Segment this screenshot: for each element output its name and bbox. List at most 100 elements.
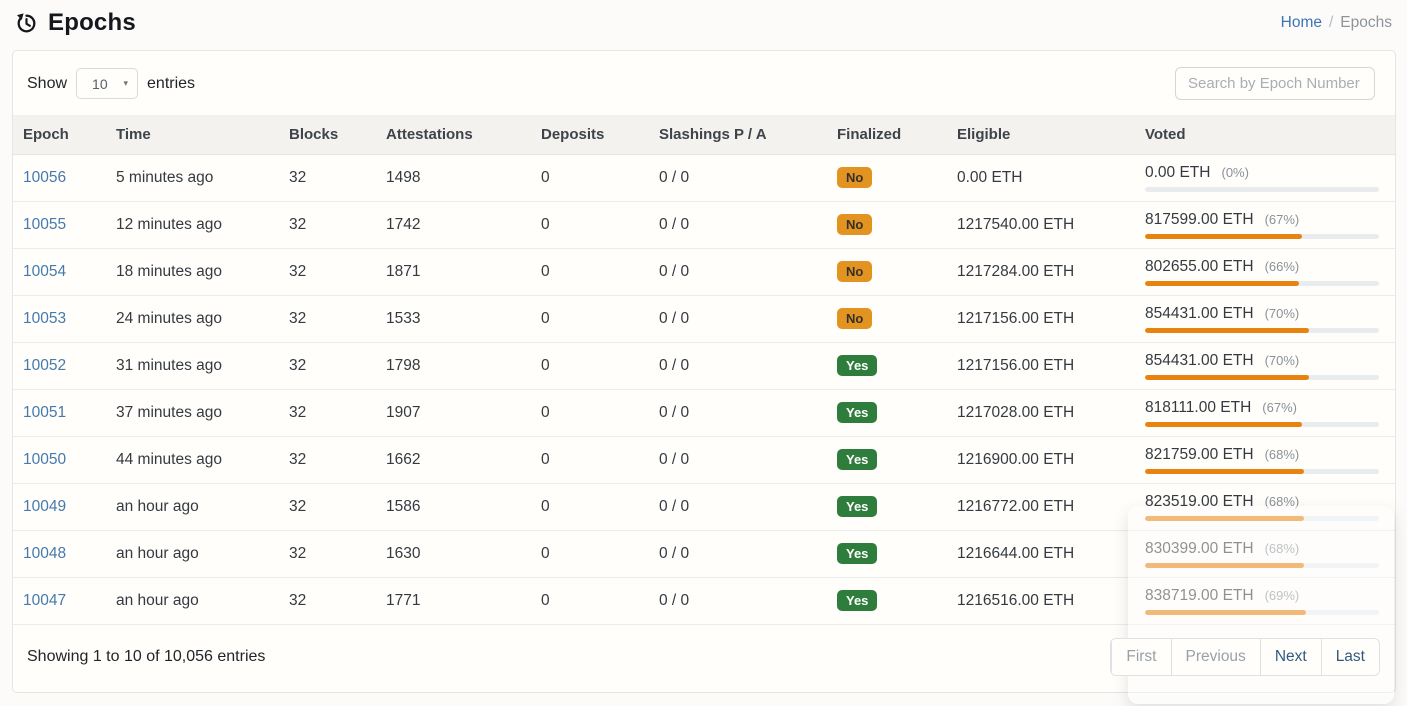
- attestations-cell: 1771: [376, 577, 531, 625]
- voted-percentage: (68%): [1264, 446, 1300, 462]
- slashings-cell: 0 / 0: [649, 389, 827, 437]
- voted-percentage: (68%): [1264, 493, 1300, 509]
- pagination-button[interactable]: Last: [1320, 638, 1379, 675]
- breadcrumb: Home / Epochs: [1281, 14, 1392, 32]
- epochs-card: Show 10 ▾ entries Epoch Time Blocks Atte…: [12, 50, 1396, 693]
- voted-progress-fill: [1145, 515, 1305, 521]
- voted-percentage: (68%): [1264, 540, 1300, 556]
- deposits-cell: 0: [531, 577, 649, 625]
- history-icon: [17, 12, 36, 32]
- blocks-cell: 32: [279, 154, 376, 202]
- voted-percentage: (70%): [1264, 352, 1300, 368]
- showing-entries-text: Showing 1 to 10 of 10,056 entries: [27, 647, 266, 665]
- blocks-cell: 32: [279, 436, 376, 484]
- pagination-button[interactable]: First: [1111, 638, 1171, 675]
- table-row: 10053 24 minutes ago 32 1533 0 0 / 0 No …: [13, 295, 1395, 343]
- column-header-deposits: Deposits: [531, 115, 649, 155]
- finalized-cell: Yes: [827, 577, 947, 625]
- voted-percentage: (67%): [1264, 211, 1300, 227]
- voted-progress-fill: [1145, 233, 1302, 239]
- voted-percentage: (70%): [1264, 305, 1300, 321]
- finalized-cell: Yes: [827, 483, 947, 531]
- table-controls: Show 10 ▾ entries: [13, 51, 1395, 115]
- show-label: Show: [27, 74, 68, 92]
- blocks-cell: 32: [279, 342, 376, 390]
- table-row: 10056 5 minutes ago 32 1498 0 0 / 0 No 0…: [13, 154, 1395, 202]
- voted-cell: 817599.00 ETH (67%): [1135, 201, 1395, 249]
- table-row: 10052 31 minutes ago 32 1798 0 0 / 0 Yes…: [13, 342, 1395, 390]
- eligible-cell: 1217028.00 ETH: [947, 389, 1135, 437]
- epoch-link[interactable]: 10049: [23, 497, 67, 515]
- voted-progress-track: [1145, 421, 1379, 427]
- finalized-badge: No: [837, 308, 873, 329]
- voted-progress-track: [1145, 374, 1379, 380]
- finalized-badge: Yes: [837, 449, 878, 470]
- column-header-finalized: Finalized: [827, 115, 947, 155]
- slashings-cell: 0 / 0: [649, 436, 827, 484]
- blocks-cell: 32: [279, 295, 376, 343]
- column-header-eligible: Eligible: [947, 115, 1135, 155]
- breadcrumb-separator: /: [1328, 14, 1334, 31]
- voted-progress-fill: [1145, 421, 1302, 427]
- attestations-cell: 1742: [376, 201, 531, 249]
- card-footer: Showing 1 to 10 of 10,056 entries First P…: [13, 625, 1395, 692]
- epoch-link[interactable]: 10053: [23, 309, 67, 327]
- voted-progress-track: [1145, 609, 1379, 615]
- voted-progress-fill: [1145, 468, 1305, 474]
- attestations-cell: 1871: [376, 248, 531, 296]
- epoch-link[interactable]: 10056: [23, 168, 67, 186]
- voted-amount: 823519.00 ETH: [1145, 492, 1254, 510]
- voted-progress-track: [1145, 562, 1379, 568]
- finalized-cell: No: [827, 154, 947, 202]
- voted-cell: 830399.00 ETH (68%): [1135, 530, 1395, 578]
- voted-progress-track: [1145, 327, 1379, 333]
- voted-amount: 830399.00 ETH: [1145, 539, 1254, 557]
- time-cell: 5 minutes ago: [106, 154, 279, 202]
- search-input[interactable]: [1175, 67, 1375, 100]
- slashings-cell: 0 / 0: [649, 530, 827, 578]
- eligible-cell: 0.00 ETH: [947, 154, 1135, 202]
- voted-amount: 821759.00 ETH: [1145, 445, 1254, 463]
- table-row: 10049 an hour ago 32 1586 0 0 / 0 Yes 12…: [13, 483, 1395, 531]
- table-row: 10051 37 minutes ago 32 1907 0 0 / 0 Yes…: [13, 389, 1395, 437]
- time-cell: an hour ago: [106, 577, 279, 625]
- column-header-epoch: Epoch: [13, 115, 106, 155]
- epoch-cell: 10051: [13, 389, 106, 437]
- epoch-cell: 10049: [13, 483, 106, 531]
- table-row: 10050 44 minutes ago 32 1662 0 0 / 0 Yes…: [13, 436, 1395, 484]
- time-cell: 44 minutes ago: [106, 436, 279, 484]
- voted-amount: 0.00 ETH: [1145, 163, 1211, 181]
- time-cell: 12 minutes ago: [106, 201, 279, 249]
- eligible-cell: 1217156.00 ETH: [947, 342, 1135, 390]
- page-size-select[interactable]: 10 ▾: [76, 68, 139, 99]
- attestations-cell: 1907: [376, 389, 531, 437]
- epoch-cell: 10048: [13, 530, 106, 578]
- epoch-link[interactable]: 10051: [23, 403, 67, 421]
- pagination-button[interactable]: Next: [1259, 638, 1321, 675]
- blocks-cell: 32: [279, 483, 376, 531]
- finalized-cell: No: [827, 248, 947, 296]
- epoch-link[interactable]: 10052: [23, 356, 67, 374]
- deposits-cell: 0: [531, 154, 649, 202]
- voted-percentage: (66%): [1264, 258, 1300, 274]
- breadcrumb-home-link[interactable]: Home: [1280, 14, 1322, 31]
- table-row: 10048 an hour ago 32 1630 0 0 / 0 Yes 12…: [13, 530, 1395, 578]
- voted-cell: 821759.00 ETH (68%): [1135, 436, 1395, 484]
- attestations-cell: 1586: [376, 483, 531, 531]
- pagination-button[interactable]: Previous: [1170, 638, 1260, 675]
- column-header-attestations: Attestations: [376, 115, 531, 155]
- voted-progress-fill: [1145, 562, 1305, 568]
- epoch-link[interactable]: 10048: [23, 544, 67, 562]
- voted-amount: 818111.00 ETH: [1145, 398, 1252, 416]
- slashings-cell: 0 / 0: [649, 342, 827, 390]
- epoch-link[interactable]: 10047: [23, 591, 67, 609]
- epoch-link[interactable]: 10054: [23, 262, 67, 280]
- finalized-badge: Yes: [837, 355, 878, 376]
- epoch-cell: 10053: [13, 295, 106, 343]
- voted-cell: 838719.00 ETH (69%): [1135, 577, 1395, 625]
- finalized-badge: Yes: [837, 590, 878, 611]
- epoch-link[interactable]: 10055: [23, 215, 67, 233]
- voted-amount: 838719.00 ETH: [1145, 586, 1254, 604]
- epoch-link[interactable]: 10050: [23, 450, 67, 468]
- finalized-badge: No: [837, 167, 873, 188]
